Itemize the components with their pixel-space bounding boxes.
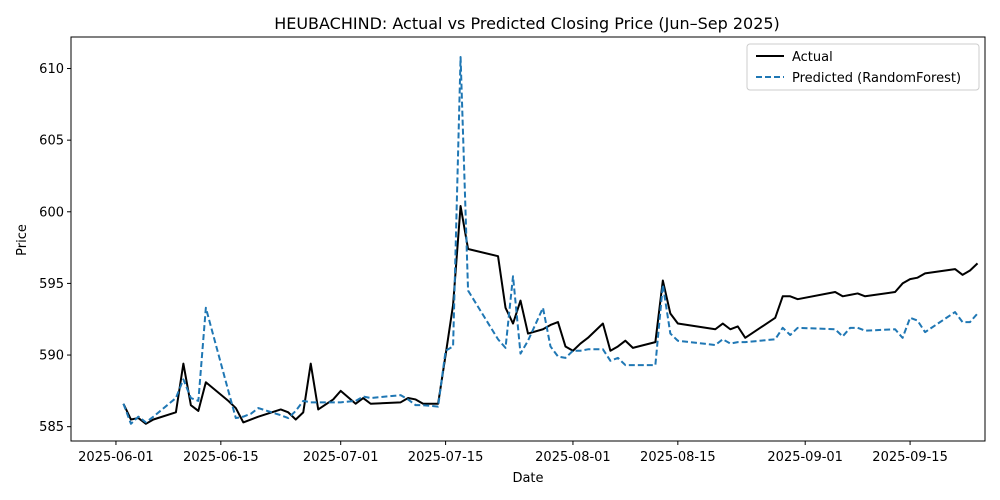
legend-label-predicted: Predicted (RandomForest): [792, 71, 961, 86]
y-tick-label: 595: [39, 277, 64, 292]
x-tick-label: 2025-06-15: [183, 450, 259, 465]
legend-label-actual: Actual: [792, 50, 833, 65]
x-tick-label: 2025-09-15: [872, 450, 948, 465]
y-axis: 585 590 595 600 605 610: [39, 62, 71, 435]
y-tick-label: 585: [39, 420, 64, 435]
y-tick-label: 610: [39, 62, 64, 77]
y-axis-label: Price: [15, 224, 30, 256]
plot-frame: [70, 36, 986, 442]
x-tick-label: 2025-06-01: [78, 450, 154, 465]
x-tick-label: 2025-08-01: [535, 450, 611, 465]
y-tick-label: 600: [39, 205, 64, 220]
x-tick-label: 2025-09-01: [767, 450, 843, 465]
series-line-predicted: [122, 56, 979, 425]
legend: Actual Predicted (RandomForest): [746, 43, 980, 91]
x-axis: 2025-06-01 2025-06-15 2025-07-01 2025-07-15…: [78, 441, 948, 465]
y-tick-label: 605: [39, 134, 64, 149]
x-tick-label: 2025-07-15: [408, 450, 484, 465]
chart-title: HEUBACHIND: Actual vs Predicted Closing …: [274, 14, 780, 33]
x-axis-label: Date: [512, 471, 543, 486]
series-layer: [122, 56, 979, 425]
y-tick-label: 590: [39, 349, 64, 364]
x-tick-label: 2025-07-01: [303, 450, 379, 465]
x-tick-label: 2025-08-15: [640, 450, 716, 465]
plot-area: [70, 36, 986, 442]
series-line-actual: [122, 205, 979, 425]
legend-box: [746, 43, 980, 91]
